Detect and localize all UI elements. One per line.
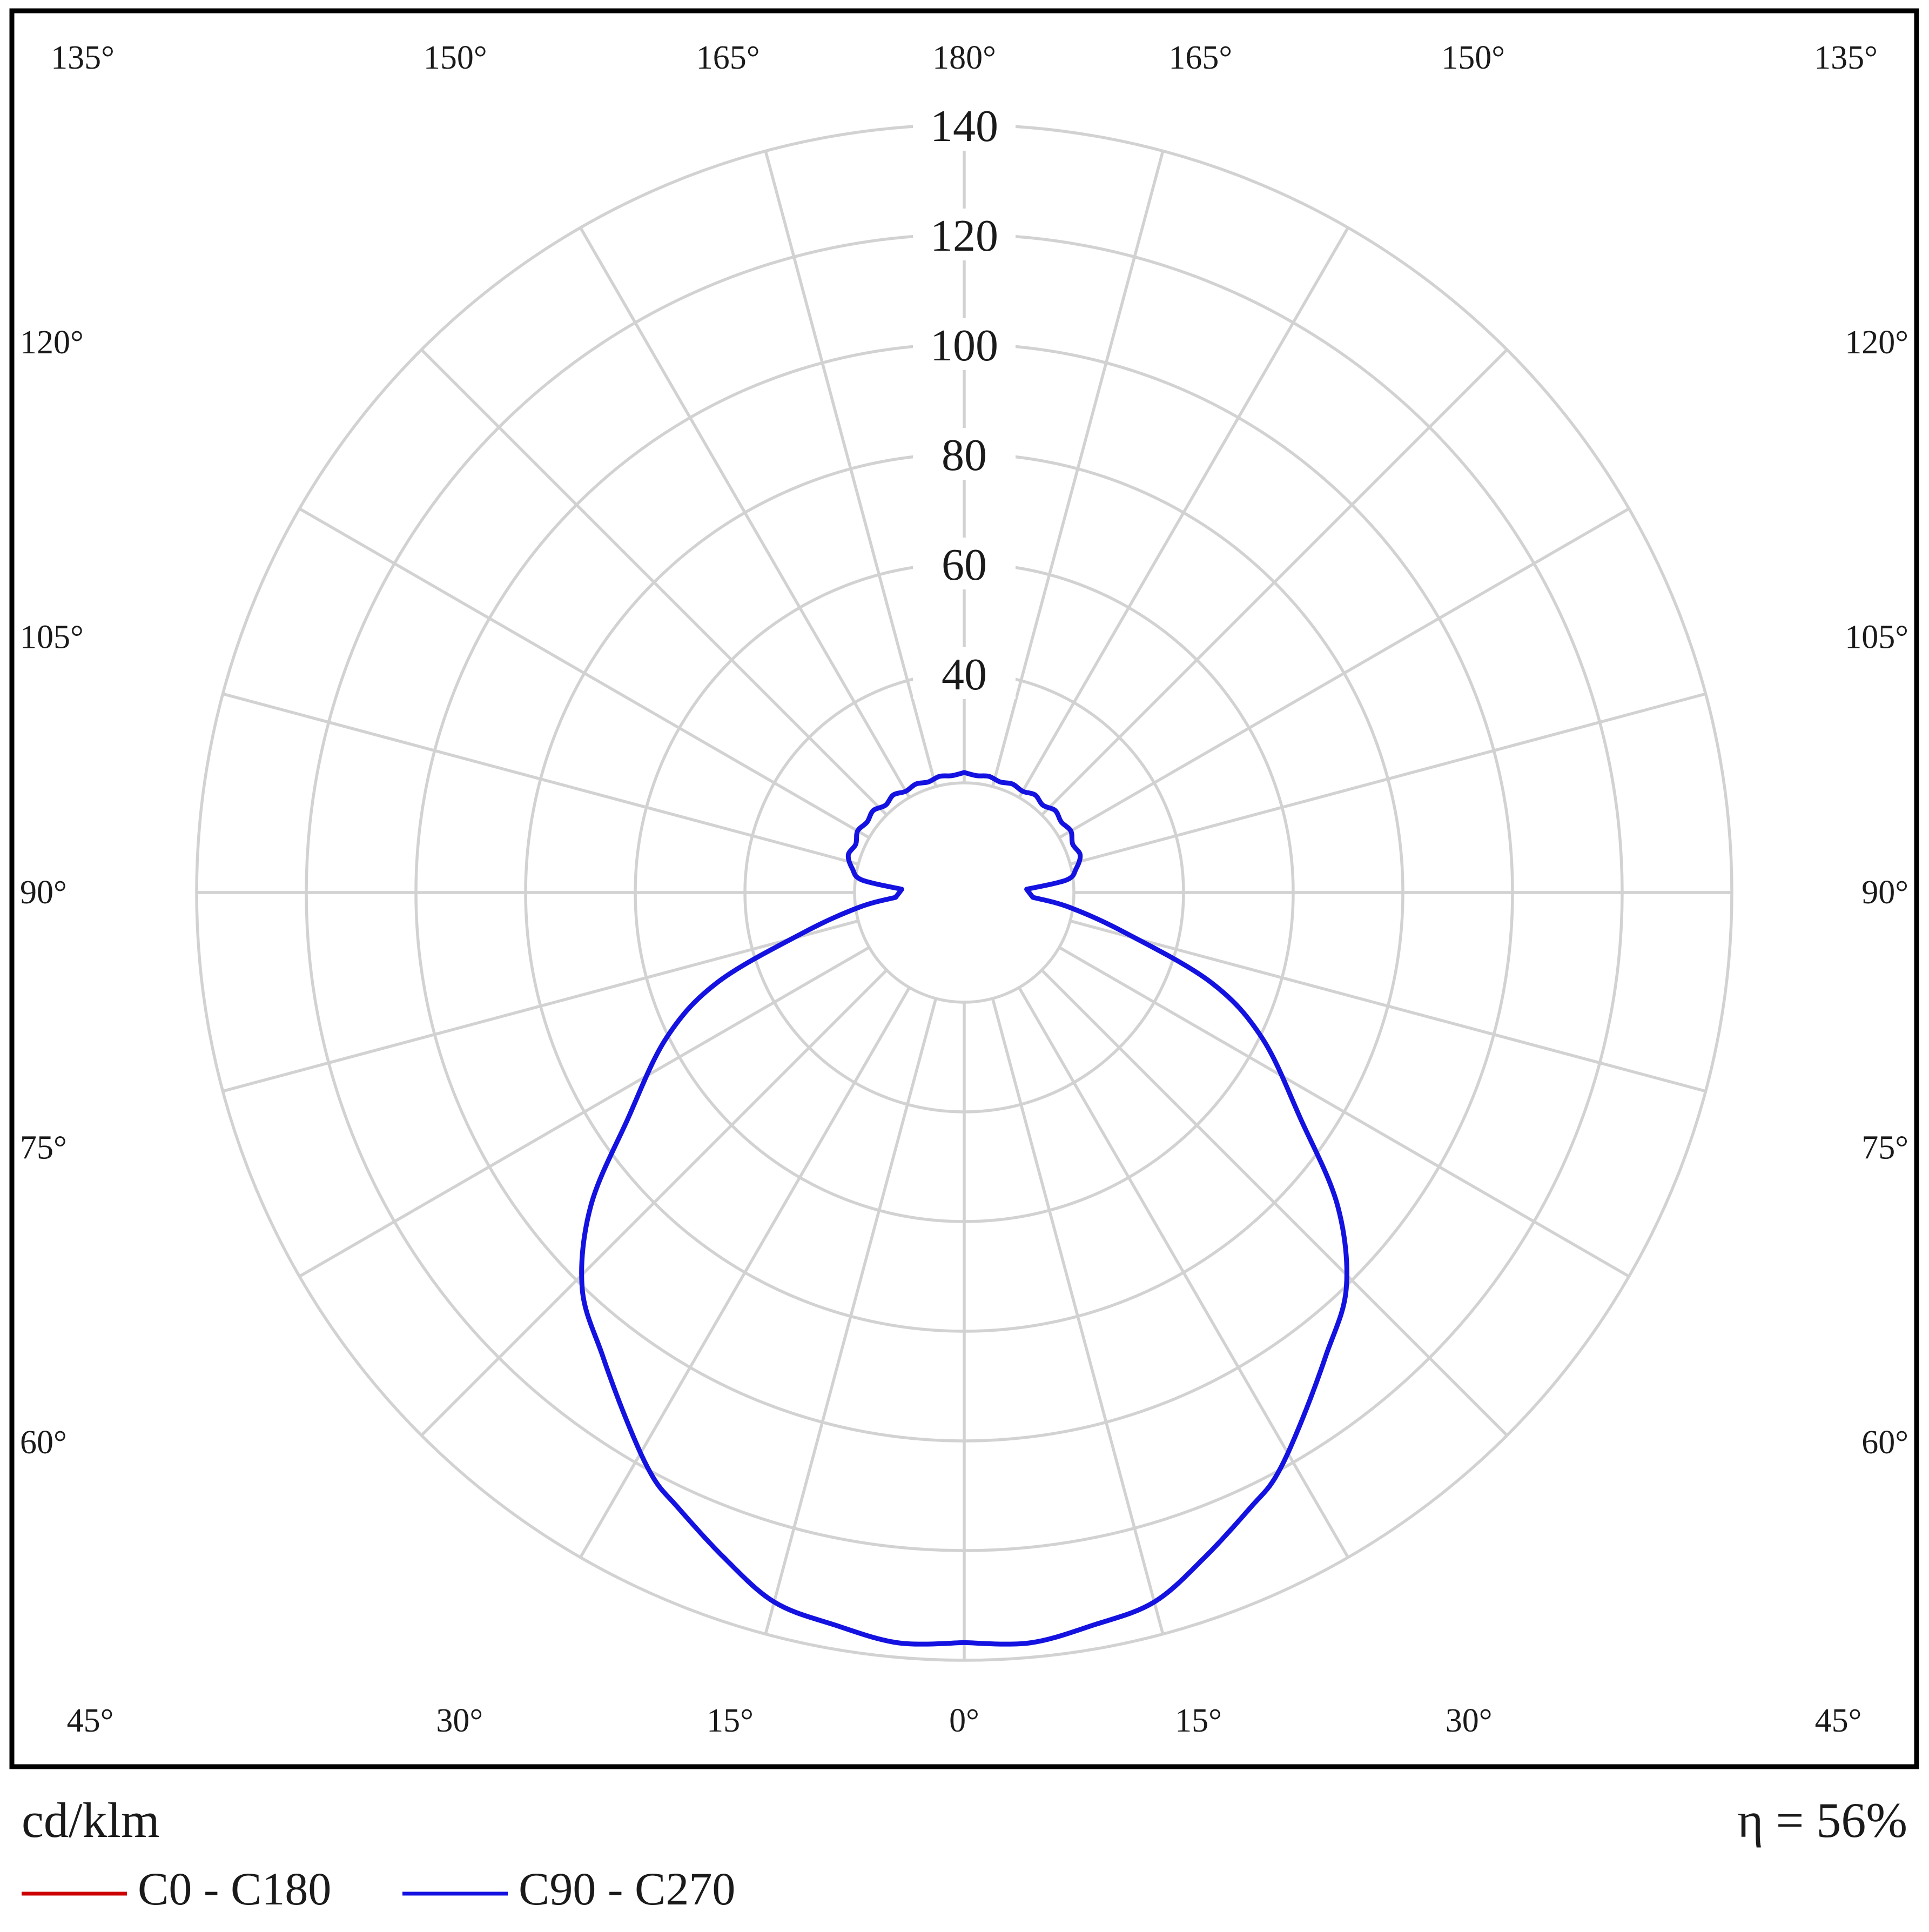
svg-text:η = 56%: η = 56%	[1737, 1793, 1907, 1848]
svg-text:120°: 120°	[1845, 324, 1908, 361]
svg-text:60°: 60°	[20, 1424, 67, 1461]
svg-text:cd/klm: cd/klm	[22, 1793, 160, 1848]
svg-text:15°: 15°	[1175, 1702, 1222, 1739]
svg-text:15°: 15°	[707, 1702, 754, 1739]
svg-text:30°: 30°	[1446, 1702, 1493, 1739]
svg-text:100: 100	[930, 320, 998, 371]
svg-text:180°: 180°	[932, 39, 996, 76]
svg-text:60°: 60°	[1861, 1424, 1908, 1461]
svg-text:135°: 135°	[1814, 39, 1878, 76]
svg-text:150°: 150°	[1441, 39, 1505, 76]
svg-text:75°: 75°	[20, 1129, 67, 1166]
svg-text:165°: 165°	[696, 39, 760, 76]
svg-text:135°: 135°	[51, 39, 115, 76]
svg-text:90°: 90°	[1861, 874, 1908, 911]
svg-text:75°: 75°	[1861, 1129, 1908, 1166]
svg-text:C90 - C270: C90 - C270	[519, 1863, 735, 1915]
svg-text:40: 40	[942, 649, 987, 700]
svg-text:30°: 30°	[436, 1702, 483, 1739]
svg-text:120: 120	[930, 211, 998, 261]
svg-text:120°: 120°	[20, 324, 84, 361]
svg-text:45°: 45°	[1815, 1702, 1862, 1739]
svg-text:0°: 0°	[949, 1702, 979, 1739]
svg-text:140: 140	[930, 101, 998, 151]
svg-text:105°: 105°	[1845, 619, 1908, 656]
svg-text:80: 80	[942, 430, 987, 480]
svg-text:105°: 105°	[20, 619, 84, 656]
svg-text:C0 - C180: C0 - C180	[138, 1863, 331, 1915]
svg-text:90°: 90°	[20, 874, 67, 911]
svg-text:45°: 45°	[67, 1702, 114, 1739]
svg-text:60: 60	[942, 540, 987, 590]
svg-text:150°: 150°	[424, 39, 487, 76]
svg-text:165°: 165°	[1168, 39, 1232, 76]
